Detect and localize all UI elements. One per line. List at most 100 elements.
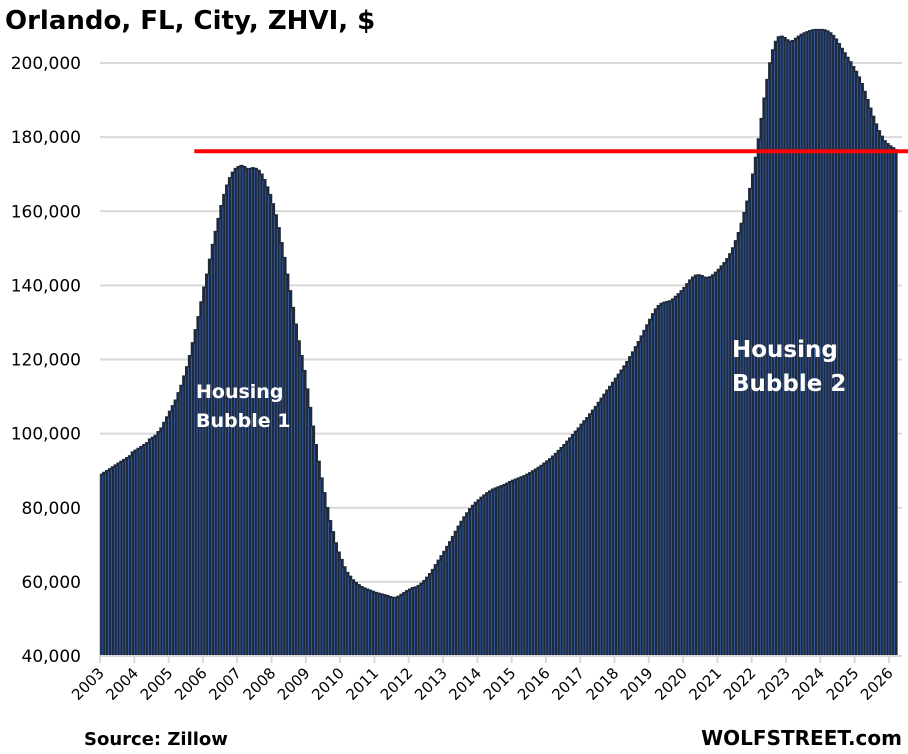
- bar: [351, 579, 355, 657]
- bar: [299, 355, 304, 657]
- bar: [339, 559, 344, 657]
- bar: [191, 342, 195, 657]
- bar: [379, 593, 384, 657]
- bar: [748, 188, 753, 657]
- bar: [514, 478, 518, 657]
- bar: [725, 258, 730, 657]
- bar: [476, 499, 481, 657]
- bar: [645, 324, 650, 657]
- bar: [119, 461, 124, 657]
- bar: [519, 476, 524, 657]
- x-axis-labels: 2003200420052006200720082009201020112012…: [68, 664, 897, 704]
- bar: [857, 76, 861, 657]
- bar: [651, 313, 655, 657]
- bar: [608, 386, 612, 657]
- bar: [179, 385, 184, 657]
- bar: [148, 438, 152, 657]
- x-tick-label: 2019: [617, 664, 657, 704]
- bar: [697, 274, 701, 657]
- bar: [108, 468, 112, 657]
- bar: [176, 392, 181, 657]
- bar: [422, 580, 427, 657]
- bar: [868, 107, 873, 657]
- bar: [296, 340, 301, 657]
- bar: [665, 301, 670, 657]
- bar: [136, 448, 141, 657]
- bar: [754, 157, 758, 657]
- bar: [354, 582, 358, 657]
- x-tick-label: 2020: [651, 664, 691, 704]
- bar: [562, 444, 567, 657]
- bar: [342, 566, 347, 657]
- bar: [208, 259, 212, 657]
- bar: [334, 542, 338, 657]
- bar: [851, 66, 855, 657]
- annotation-bubble-1-line2: Bubble 1: [196, 410, 290, 432]
- bar: [465, 512, 470, 657]
- bar: [894, 149, 898, 657]
- bar: [648, 319, 652, 657]
- bar: [159, 427, 164, 657]
- x-tick-label: 2026: [857, 664, 897, 704]
- bar: [202, 286, 207, 657]
- bar: [302, 370, 307, 657]
- bar: [525, 474, 530, 657]
- bar: [577, 427, 581, 657]
- y-tick-label: 60,000: [22, 573, 81, 593]
- bar: [174, 399, 178, 657]
- bar: [188, 355, 192, 657]
- bar: [491, 488, 495, 657]
- bar: [531, 470, 535, 657]
- bar: [545, 460, 550, 657]
- bar: [113, 464, 118, 657]
- bar: [111, 466, 115, 657]
- source-label: Source: Zillow: [84, 729, 228, 750]
- bar: [742, 212, 747, 657]
- bar: [199, 301, 204, 657]
- x-tick-label: 2017: [548, 664, 588, 704]
- bar: [125, 457, 129, 657]
- bar: [874, 123, 878, 657]
- bar: [625, 361, 630, 657]
- bar: [336, 551, 341, 657]
- bar: [554, 453, 558, 657]
- bar: [314, 444, 318, 657]
- y-axis-labels: 40,000 60,000 80,000 100,000 120,000 140,000 1…: [11, 54, 81, 667]
- bar: [154, 435, 158, 657]
- bar: [639, 335, 644, 657]
- x-tick-label: 2023: [754, 664, 794, 704]
- bar: [131, 451, 135, 657]
- bar: [279, 242, 284, 657]
- y-tick-label: 140,000: [11, 276, 81, 296]
- bar: [631, 351, 635, 657]
- bar: [571, 434, 575, 657]
- bar: [402, 592, 407, 657]
- bar: [365, 588, 369, 657]
- x-tick-label: 2006: [171, 664, 211, 704]
- bar: [385, 595, 389, 657]
- bar: [891, 147, 895, 657]
- x-tick-label: 2022: [720, 664, 760, 704]
- x-tick-label: 2008: [240, 664, 280, 704]
- bar: [534, 468, 538, 657]
- bar: [356, 584, 361, 657]
- bar: [582, 420, 587, 657]
- bar: [537, 467, 541, 657]
- bar: [708, 276, 712, 657]
- bar: [288, 290, 292, 657]
- bar: [139, 446, 144, 657]
- x-tick-label: 2018: [583, 664, 623, 704]
- bar: [765, 79, 770, 657]
- bar: [142, 444, 147, 657]
- annotation-bubble-1-line1: Housing: [196, 381, 283, 403]
- bar: [419, 583, 424, 657]
- bar: [345, 572, 349, 657]
- x-tick-label: 2009: [274, 664, 314, 704]
- bar: [408, 588, 412, 657]
- bar: [737, 232, 741, 657]
- bar: [662, 302, 667, 657]
- bar: [840, 48, 844, 657]
- bar: [579, 424, 584, 657]
- bar: [196, 316, 201, 657]
